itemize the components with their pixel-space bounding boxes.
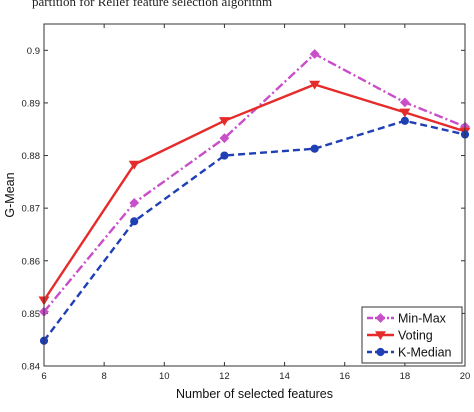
legend-label: K-Median	[398, 346, 452, 360]
data-point-voting	[128, 160, 140, 170]
legend-item-min-max: Min-Max	[367, 312, 447, 326]
series-line-k-median	[43, 119, 466, 342]
x-tick-label: 14	[279, 371, 290, 382]
x-tick-label: 20	[460, 371, 471, 382]
data-point-k-median	[220, 151, 229, 160]
series-line-voting	[43, 83, 466, 301]
y-tick-label: 0.86	[22, 256, 41, 267]
data-point-voting	[399, 108, 411, 118]
y-tick-label: 0.84	[22, 362, 41, 373]
plot-frame	[43, 23, 466, 367]
legend-label: Min-Max	[398, 312, 447, 326]
data-point-voting	[309, 80, 321, 90]
legend-label: Voting	[398, 329, 433, 343]
x-tick-label: 18	[400, 371, 411, 382]
data-point-min-max	[399, 97, 410, 108]
data-point-k-median	[130, 217, 139, 226]
y-tick-label: 0.87	[22, 204, 41, 215]
series-min-max	[39, 49, 470, 317]
data-point-voting	[218, 117, 230, 126]
legend-marker	[374, 331, 387, 341]
x-tick-label: 16	[339, 371, 350, 382]
x-tick-label: 6	[41, 371, 46, 382]
data-point-min-max	[219, 133, 230, 144]
y-axis-ticks: 0.84 0.85 0.86 0.87 0.88 0.89 0.9	[22, 46, 465, 373]
x-axis-label: Number of selected features	[176, 387, 333, 401]
legend-marker	[376, 347, 385, 357]
data-point-min-max	[309, 49, 320, 59]
series-k-median	[39, 116, 470, 345]
legend: Min-Max Voting K-Median	[361, 306, 463, 364]
series-layer	[38, 49, 471, 345]
y-tick-label: 0.85	[22, 309, 41, 320]
series-voting	[38, 80, 471, 306]
figure-caption: partition for Relief feature selection a…	[32, 0, 273, 9]
legend-marker	[375, 313, 386, 323]
legend-item-k-median: K-Median	[367, 346, 452, 360]
y-axis-label: G-Mean	[3, 172, 17, 217]
y-tick-label: 0.88	[22, 151, 41, 162]
series-line-min-max	[43, 52, 466, 313]
data-point-k-median	[400, 116, 409, 125]
legend-item-voting: Voting	[367, 329, 433, 343]
data-point-min-max	[129, 197, 140, 208]
x-tick-label: 12	[219, 371, 230, 382]
x-tick-label: 8	[101, 371, 106, 382]
data-point-k-median	[310, 144, 319, 153]
x-axis-ticks: 6 8 10 12 14 16 18 20	[41, 24, 470, 382]
y-tick-label: 0.89	[22, 98, 41, 109]
x-tick-label: 10	[159, 371, 170, 382]
y-tick-label: 0.9	[27, 46, 40, 57]
